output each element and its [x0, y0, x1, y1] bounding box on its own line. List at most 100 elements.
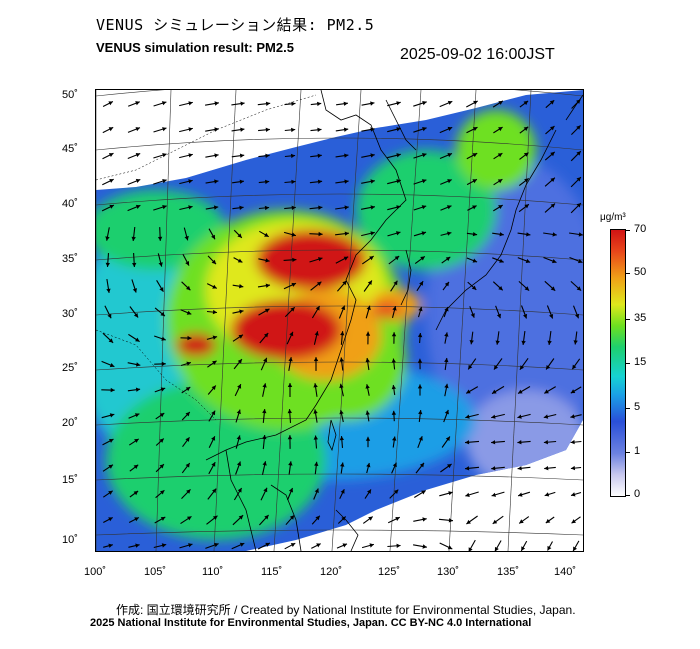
colorbar-tick-0: 0	[634, 488, 641, 500]
wind-arrowhead	[391, 332, 397, 337]
wind-arrowhead	[339, 436, 344, 441]
wind-arrowhead	[186, 489, 191, 494]
wind-arrowhead	[470, 313, 475, 318]
wind-arrowhead	[391, 385, 396, 390]
lat-label: 15˚	[62, 474, 78, 486]
colorbar-tickmark	[625, 408, 630, 409]
wind-arrowhead	[237, 384, 242, 389]
wind-arrowhead	[523, 126, 529, 131]
wind-arrowhead	[517, 466, 522, 471]
wind-arrowhead	[135, 153, 141, 158]
wind-arrowhead	[109, 179, 114, 183]
wind-arrowhead	[369, 543, 374, 548]
wind-arrowhead	[465, 492, 470, 497]
wind-arrowhead	[108, 543, 113, 548]
wind-arrowhead	[544, 389, 549, 394]
colorbar-tickmark	[625, 273, 630, 274]
wind-arrowhead	[344, 153, 349, 158]
wind-arrowhead	[344, 179, 349, 184]
wind-arrowhead	[370, 127, 375, 132]
wind-arrowhead	[422, 127, 427, 132]
wind-arrowhead	[212, 309, 217, 315]
wind-arrowhead	[236, 461, 242, 466]
wind-arrowhead	[370, 231, 375, 236]
wind-arrowhead	[447, 153, 452, 158]
wind-arrowhead	[392, 436, 397, 441]
wind-arrowhead	[288, 461, 293, 466]
wind-arrowhead	[422, 101, 427, 106]
wind-arrowhead	[575, 313, 580, 319]
wind-arrowhead	[288, 357, 293, 362]
wind-arrowhead	[214, 153, 219, 158]
wind-arrowhead	[109, 204, 114, 209]
wind-arrowhead	[236, 435, 241, 440]
wind-arrowhead	[444, 358, 449, 363]
wind-arrowhead	[188, 543, 193, 548]
wind-arrowhead	[290, 153, 296, 159]
wind-arrowhead	[396, 231, 401, 236]
wind-arrowhead	[550, 286, 556, 291]
wind-arrowhead	[212, 515, 218, 520]
wind-arrowhead	[524, 178, 529, 183]
wind-arrowhead	[570, 465, 576, 471]
wind-arrowhead	[420, 256, 425, 261]
wind-arrowhead	[391, 410, 397, 415]
wind-arrowhead	[447, 464, 452, 469]
lon-label: 110˚	[202, 566, 224, 578]
wind-arrowhead	[314, 461, 319, 466]
wind-arrowhead	[469, 340, 474, 345]
wind-arrowhead	[417, 384, 423, 389]
wind-arrowhead	[159, 438, 164, 443]
copyright-line: 2025 National Institute for Environmenta…	[90, 617, 532, 629]
wind-arrowhead	[109, 413, 115, 418]
wind-arrowhead	[525, 258, 531, 263]
lat-label: 10˚	[62, 534, 78, 546]
wind-arrowhead	[421, 205, 427, 210]
wind-arrowhead	[499, 258, 504, 263]
wind-arrowhead	[186, 285, 191, 291]
wind-arrowhead	[576, 203, 581, 208]
wind-arrowhead	[340, 331, 345, 336]
wind-arrowhead	[265, 179, 270, 185]
wind-arrowhead	[519, 519, 524, 524]
wind-arrowhead	[576, 125, 581, 130]
lon-label: 135˚	[497, 566, 520, 578]
wind-arrowhead	[545, 518, 551, 523]
wind-arrowhead	[287, 383, 293, 387]
wind-arrowhead	[422, 544, 427, 549]
wind-arrowhead	[135, 337, 140, 342]
wind-arrowhead	[317, 101, 322, 107]
wind-arrowhead	[370, 205, 375, 210]
wind-arrowhead	[472, 179, 477, 184]
wind-arrowhead	[291, 205, 296, 210]
wind-arrowhead	[161, 101, 167, 106]
wind-arrowhead	[543, 440, 548, 445]
forecast-timestamp: 2025-09-02 16:00JST	[400, 46, 555, 63]
wind-arrowhead	[289, 515, 295, 520]
wind-arrowhead	[492, 389, 497, 394]
colorbar-tick-5: 5	[634, 401, 641, 413]
lon-label: 140˚	[554, 566, 577, 578]
wind-arrowhead	[396, 543, 401, 548]
lat-label: 35˚	[62, 253, 78, 265]
wind-vectors	[101, 99, 583, 551]
wind-arrowhead	[491, 466, 496, 471]
wind-arrowhead	[419, 281, 424, 286]
wind-arrowhead	[445, 256, 451, 262]
wind-arrowhead	[495, 340, 500, 345]
wind-arrowhead	[392, 306, 397, 311]
wind-arrowhead	[341, 516, 346, 521]
wind-arrowhead	[237, 258, 243, 263]
wind-arrowhead	[497, 179, 503, 184]
wind-arrowhead	[518, 492, 523, 497]
wind-arrowhead	[159, 287, 164, 292]
wind-arrowhead	[237, 359, 242, 364]
wind-arrowhead	[472, 205, 477, 210]
wind-arrowhead	[497, 153, 503, 158]
wind-arrowhead	[287, 409, 292, 414]
wind-arrowhead	[135, 204, 141, 209]
wind-arrowhead	[239, 284, 244, 289]
wind-arrowhead	[343, 101, 348, 106]
wind-arrowhead	[550, 151, 555, 157]
wind-arrowhead	[572, 364, 577, 370]
